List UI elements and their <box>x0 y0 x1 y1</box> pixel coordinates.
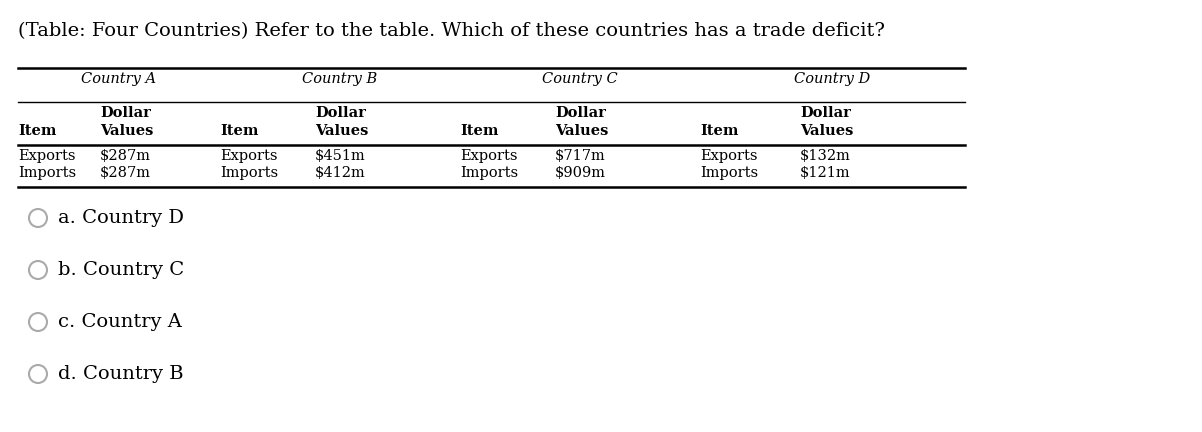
Text: Country A: Country A <box>82 72 156 86</box>
Text: c. Country A: c. Country A <box>58 313 182 331</box>
Text: Country D: Country D <box>795 72 870 86</box>
Text: Item: Item <box>18 124 56 138</box>
Text: Imports: Imports <box>220 166 278 180</box>
Text: Values: Values <box>100 124 154 138</box>
Text: Exports: Exports <box>460 149 518 163</box>
Text: $717m: $717m <box>555 149 606 163</box>
Text: Imports: Imports <box>700 166 758 180</box>
Text: $909m: $909m <box>555 166 606 180</box>
Text: Values: Values <box>555 124 608 138</box>
Text: Imports: Imports <box>460 166 518 180</box>
Text: a. Country D: a. Country D <box>58 209 184 227</box>
Text: $132m: $132m <box>801 149 851 163</box>
Text: Values: Values <box>801 124 853 138</box>
Text: Dollar: Dollar <box>315 106 365 120</box>
Text: Imports: Imports <box>18 166 76 180</box>
Text: (Table: Four Countries) Refer to the table. Which of these countries has a trade: (Table: Four Countries) Refer to the tab… <box>18 22 885 40</box>
Text: Dollar: Dollar <box>555 106 606 120</box>
Text: $451m: $451m <box>315 149 365 163</box>
Text: $287m: $287m <box>100 149 151 163</box>
Text: Exports: Exports <box>220 149 278 163</box>
Text: Exports: Exports <box>18 149 76 163</box>
Text: Item: Item <box>220 124 258 138</box>
Text: $412m: $412m <box>315 166 365 180</box>
Text: Country B: Country B <box>303 72 377 86</box>
Text: Item: Item <box>460 124 499 138</box>
Text: Item: Item <box>700 124 738 138</box>
Text: Dollar: Dollar <box>801 106 851 120</box>
Text: d. Country B: d. Country B <box>58 365 184 383</box>
Text: Exports: Exports <box>700 149 757 163</box>
Text: b. Country C: b. Country C <box>58 261 184 279</box>
Text: Dollar: Dollar <box>100 106 151 120</box>
Text: $121m: $121m <box>801 166 851 180</box>
Text: Values: Values <box>315 124 368 138</box>
Text: $287m: $287m <box>100 166 151 180</box>
Text: Country C: Country C <box>542 72 618 86</box>
